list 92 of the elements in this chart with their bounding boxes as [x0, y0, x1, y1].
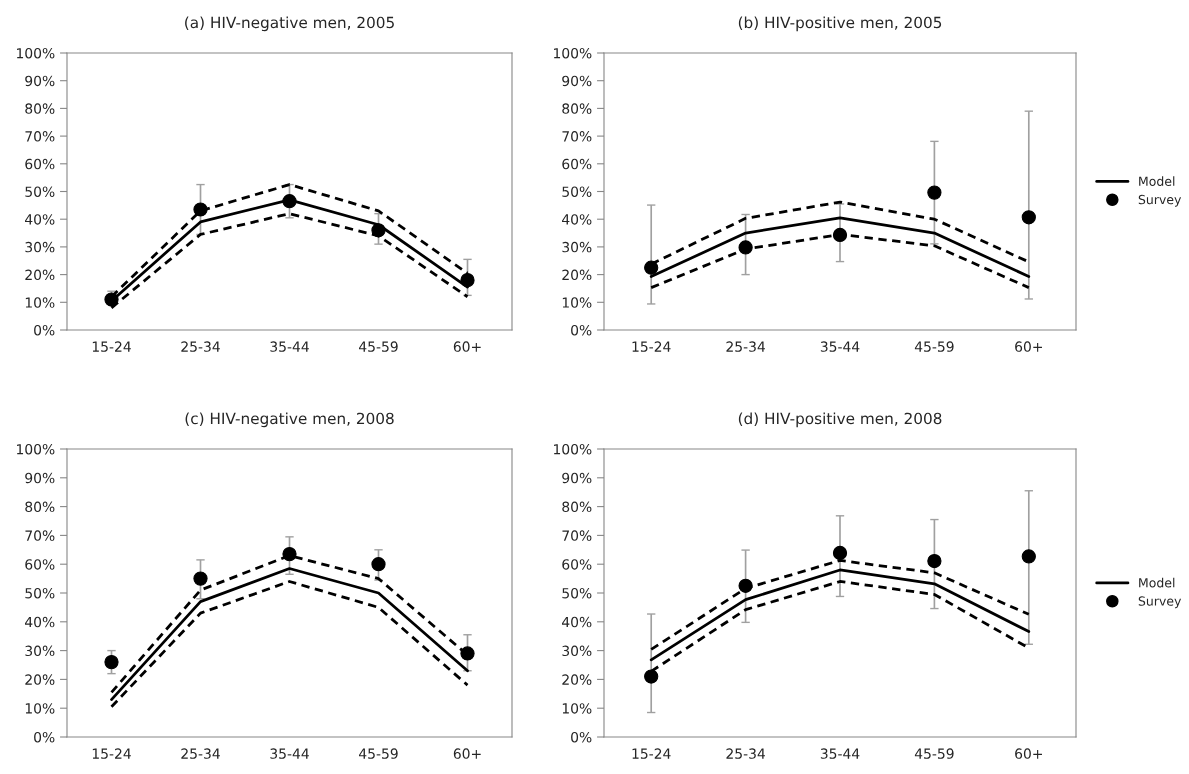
point [1021, 549, 1036, 564]
legend-label: Model [1139, 176, 1175, 186]
x-tick-label: 60+ [453, 748, 481, 759]
y-tick-label: 90% [25, 75, 55, 87]
point [371, 557, 386, 572]
y-tick-label: 30% [562, 645, 592, 657]
chart-title: (c) HIV-negative men, 2008 [185, 412, 394, 428]
x-tick-label: 25-34 [181, 341, 220, 352]
y-tick-label: 90% [562, 75, 592, 87]
y-tick-label: 80% [562, 501, 592, 513]
x-tick-label: 25-34 [181, 748, 220, 759]
x-tick-label: 45-59 [914, 341, 954, 352]
y-tick-label: 40% [25, 214, 55, 225]
y-tick-label: 60% [25, 158, 55, 170]
x-tick-label: 45-59 [359, 341, 398, 352]
point [832, 227, 848, 243]
y-tick-label: 0% [34, 324, 55, 336]
y-tick-label: 100% [554, 47, 592, 59]
y-tick-label: 0% [571, 324, 592, 336]
y-tick-label: 40% [562, 616, 592, 628]
y-tick-label: 80% [562, 103, 592, 114]
line-series [649, 568, 1031, 662]
y-tick-label: 10% [25, 703, 55, 714]
y-tick-label: 70% [562, 131, 592, 142]
y-tick-label: 60% [562, 158, 592, 170]
y-tick-label: 50% [562, 186, 592, 197]
x-tick-label: 15-24 [632, 748, 671, 759]
y-tick-label: 0% [571, 731, 592, 743]
y-tick-label: 40% [25, 616, 55, 628]
y-tick-label: 70% [25, 530, 55, 541]
point [460, 273, 475, 288]
y-tick-label: 90% [25, 472, 55, 484]
legend-label: Survey [1138, 596, 1182, 609]
y-tick-label: 90% [562, 472, 592, 484]
y-tick-label: 80% [25, 103, 55, 114]
legend-label: Survey [1138, 194, 1182, 207]
point [832, 545, 848, 561]
y-tick-label: 30% [25, 241, 55, 253]
y-tick-label: 80% [25, 501, 55, 513]
y-tick-label: 60% [562, 559, 592, 570]
y-tick-label: 50% [25, 587, 55, 599]
point [193, 202, 208, 217]
point [644, 260, 659, 275]
x-tick-label: 15-24 [92, 341, 131, 352]
y-tick-label: 30% [562, 241, 592, 253]
y-tick-label: 20% [25, 269, 55, 281]
x-tick-label: 25-34 [726, 341, 765, 352]
y-tick-label: 50% [25, 186, 55, 197]
y-tick-label: 10% [562, 703, 592, 714]
x-tick-label: 35-44 [820, 748, 860, 759]
x-tick-label: 35-44 [270, 341, 309, 352]
point [460, 646, 475, 661]
y-tick-label: 70% [562, 530, 592, 541]
point [104, 655, 119, 670]
y-tick-label: 10% [562, 297, 592, 308]
y-tick-label: 70% [25, 131, 55, 142]
point [371, 223, 386, 238]
y-tick-label: 100% [554, 443, 592, 455]
chart-title: (b) HIV-positive men, 2005 [738, 16, 942, 32]
point [282, 194, 297, 209]
point [193, 571, 208, 586]
y-tick-label: 0% [34, 731, 55, 743]
x-tick-label: 60+ [453, 341, 481, 352]
point [1021, 210, 1036, 225]
legend-label: Model [1139, 577, 1175, 588]
y-tick-label: 100% [17, 443, 55, 455]
point [644, 669, 659, 684]
y-tick-label: 60% [25, 559, 55, 570]
y-tick-label: 10% [25, 297, 55, 308]
x-tick-label: 60+ [1015, 748, 1042, 759]
point [738, 240, 753, 255]
point [738, 578, 753, 593]
x-tick-label: 15-24 [632, 341, 671, 352]
y-tick-label: 20% [562, 269, 592, 281]
x-tick-label: 15-24 [92, 748, 131, 759]
chart-title: (a) HIV-negative men, 2005 [185, 16, 394, 32]
y-tick-label: 50% [562, 587, 592, 599]
point [927, 185, 942, 200]
y-tick-label: 100% [17, 47, 55, 59]
y-tick-label: 20% [25, 674, 55, 685]
x-tick-label: 45-59 [914, 748, 954, 759]
point [927, 553, 942, 569]
x-tick-label: 45-59 [359, 748, 398, 759]
x-tick-label: 60+ [1015, 341, 1042, 352]
chart-title: (d) HIV-positive men, 2008 [738, 412, 942, 428]
x-tick-label: 35-44 [820, 341, 860, 352]
x-tick-label: 25-34 [726, 748, 765, 759]
y-tick-label: 40% [562, 214, 592, 225]
x-tick-label: 35-44 [270, 748, 309, 759]
y-tick-label: 30% [25, 645, 55, 657]
y-tick-label: 20% [562, 674, 592, 685]
point [282, 547, 297, 562]
